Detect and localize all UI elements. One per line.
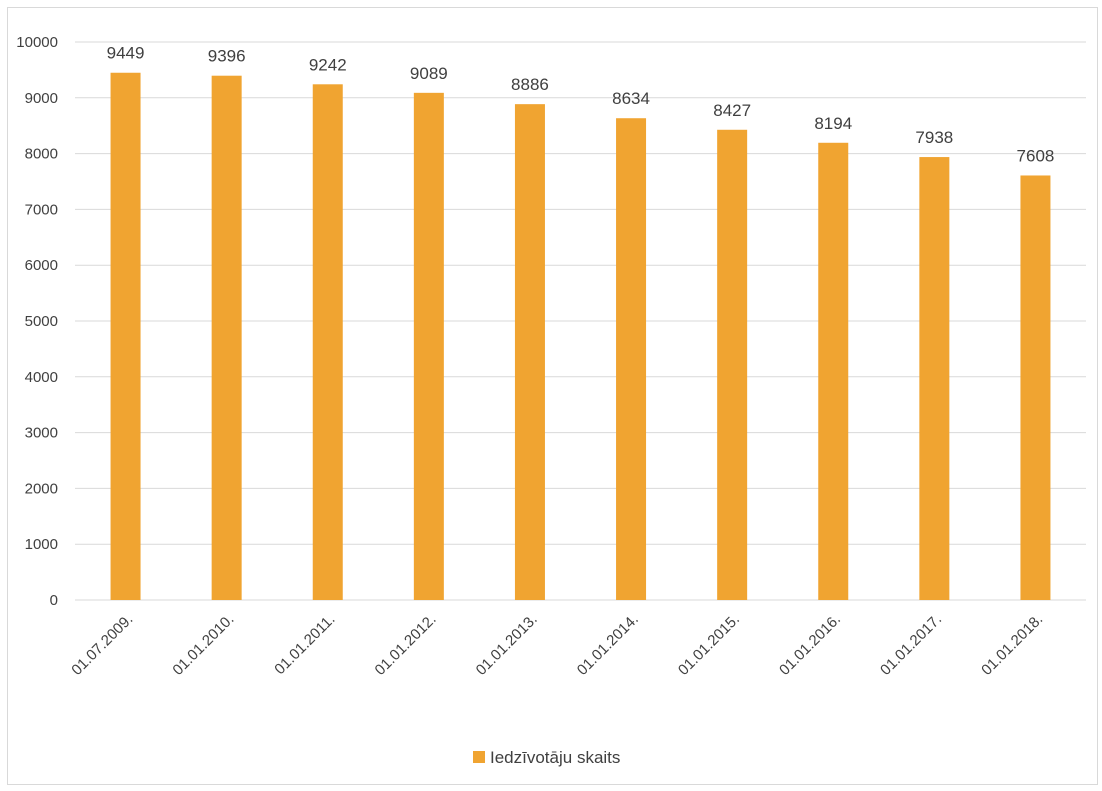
data-label: 7608 [1017,146,1055,165]
bar [312,84,343,601]
x-tick-label: 01.01.2015. [675,611,743,679]
data-labels: 9449 9396 9242 9089 8886 8634 8427 8194 7938 7608 [107,44,1055,166]
legend-swatch [473,751,485,763]
bar [413,92,444,600]
bar [717,129,748,600]
y-tick-label: 7000 [25,201,58,218]
bar-chart: 0 1000 2000 3000 4000 5000 6000 7000 8000 9000 100… [16,34,1086,767]
x-tick-label: 01.01.2012. [372,611,440,679]
x-tick-label: 01.01.2010. [169,611,237,679]
y-tick-label: 0 [50,592,58,609]
y-tick-label: 5000 [25,313,58,330]
bar [616,118,647,600]
y-tick-label: 9000 [25,90,58,107]
x-tick-label: 01.01.2018. [978,611,1046,679]
data-label: 8427 [713,101,751,120]
bar [1020,175,1051,600]
x-tick-label: 01.01.2017. [877,611,945,679]
data-label: 7938 [915,128,953,147]
data-label: 8194 [814,114,852,133]
y-tick-label: 4000 [25,369,58,386]
x-tick-label: 01.07.2009. [68,611,136,679]
x-tick-label: 01.01.2014. [574,611,642,679]
y-tick-label: 8000 [25,146,58,163]
data-label: 8886 [511,75,549,94]
y-tick-label: 3000 [25,425,58,442]
x-tick-label: 01.01.2013. [473,611,541,679]
y-tick-label: 10000 [16,34,58,51]
chart-container: 0 1000 2000 3000 4000 5000 6000 7000 8000 9000 100… [7,7,1098,785]
x-tick-label: 01.01.2011. [271,611,338,678]
bar [919,157,950,600]
data-label: 9089 [410,64,448,83]
data-label: 9242 [309,55,347,74]
data-label: 9396 [208,47,246,66]
y-tick-label: 1000 [25,536,58,553]
y-tick-label: 2000 [25,480,58,497]
bar [211,75,242,601]
bars [110,72,1051,601]
bar [818,142,849,601]
gridlines [75,41,1086,601]
data-label: 8634 [612,89,650,108]
legend-label: Iedzīvotāju skaits [490,748,620,767]
bar [514,104,545,601]
x-tick-label: 01.01.2016. [776,611,844,679]
data-label: 9449 [107,44,145,63]
y-axis-ticks: 0 1000 2000 3000 4000 5000 6000 7000 8000 9000 100… [16,34,58,609]
x-axis-ticks: 01.07.2009. 01.01.2010. 01.01.2011. 01.01.2… [68,611,1046,679]
bar [110,72,141,601]
legend: Iedzīvotāju skaits [473,748,620,767]
y-tick-label: 6000 [25,257,58,274]
